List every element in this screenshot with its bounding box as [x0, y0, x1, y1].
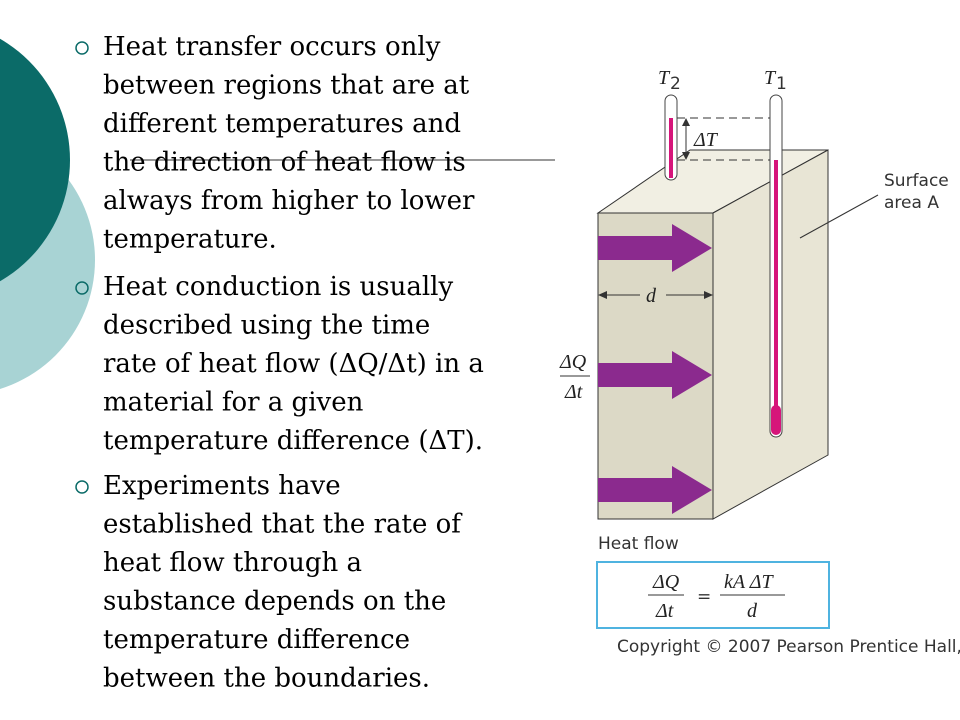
label-rate-bottom: Δt [564, 381, 583, 403]
bullet-text: Heat transfer occurs only [103, 32, 441, 62]
bullet-marker [75, 480, 89, 494]
label-delta-t: ΔT [693, 129, 719, 151]
heat-arrow [598, 224, 712, 272]
bullet-text: temperature. [103, 225, 277, 255]
bullet-text: Heat conduction is usually [103, 272, 453, 302]
label-t1-sub: 1 [776, 74, 787, 94]
bullet-text: Experiments have [103, 471, 341, 501]
label-bg [640, 283, 666, 307]
label-t2: T [658, 67, 671, 89]
formula-box [596, 561, 830, 629]
label-t1: T [764, 67, 777, 89]
bullet-text: substance depends on the [103, 587, 446, 617]
label-t2-sub: 2 [670, 74, 681, 94]
bullet-text: heat flow through a [103, 548, 362, 578]
arrow-head [682, 118, 690, 126]
bullet-text: material for a given [103, 388, 364, 418]
thermometer-1-bulb [771, 405, 781, 435]
copyright: Copyright © 2007 Pearson Prentice Hall, … [617, 637, 960, 657]
bullet-text: rate of heat flow (ΔQ/Δt) in a [103, 349, 484, 379]
arrow-head [598, 291, 607, 299]
bullet-text: temperature difference [103, 625, 410, 655]
formula-text: = [697, 587, 711, 607]
label-surface: Surface [884, 171, 949, 191]
label-heat-flow: Heat flow [598, 534, 679, 554]
bullet-text: temperature difference (ΔT). [103, 426, 483, 456]
thermometer-2-fluid [669, 118, 673, 178]
arrow-head [682, 152, 690, 160]
bg-circle-dark [0, 38, 70, 282]
bullet-marker [75, 41, 89, 55]
heat-arrows [598, 224, 712, 514]
formula-text: d [747, 600, 758, 622]
bullet-text: different temperatures and [103, 109, 461, 139]
heat-arrow [598, 351, 712, 399]
arrow-head [704, 291, 713, 299]
bullet-marker [75, 281, 89, 295]
label-surface: area A [884, 193, 939, 213]
thermometer-1-fluid [774, 160, 778, 410]
formula-text: kA ΔT [724, 571, 774, 593]
formula-text: Δt [655, 600, 674, 622]
label-rate-top: ΔQ [559, 351, 587, 373]
formula-text: ΔQ [652, 571, 680, 593]
label-d: d [646, 285, 657, 307]
bullet-text: described using the time [103, 311, 430, 341]
bullet-text: the direction of heat flow is [103, 148, 466, 178]
bullet-text: between regions that are at [103, 71, 470, 101]
heat-arrow [598, 466, 712, 514]
bullet-text: always from higher to lower [103, 186, 475, 216]
surface-pointer [799, 194, 879, 239]
bullet-text: established that the rate of [103, 510, 463, 540]
bullet-text: between the boundaries. [103, 664, 430, 694]
